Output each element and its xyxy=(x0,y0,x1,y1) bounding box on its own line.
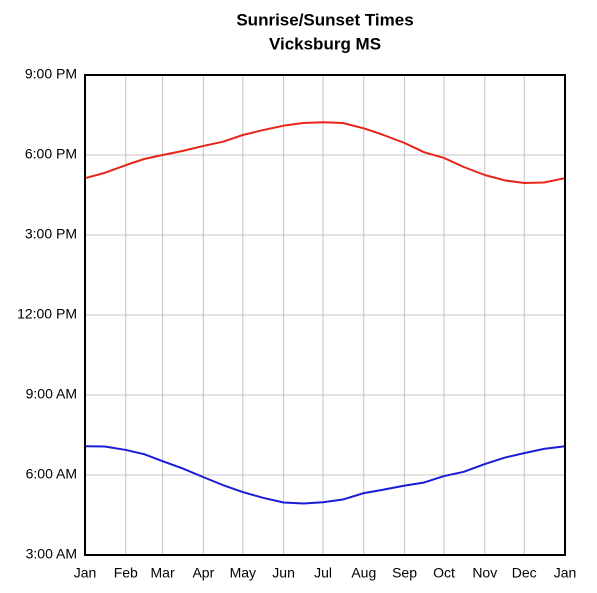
y-tick-label: 9:00 AM xyxy=(26,386,77,402)
x-tick-label: Sep xyxy=(392,565,417,581)
x-tick-label: Oct xyxy=(433,565,455,581)
x-tick-label: Jul xyxy=(314,565,332,581)
x-tick-label: Apr xyxy=(192,565,214,581)
series-line xyxy=(84,445,566,505)
y-tick-label: 9:00 PM xyxy=(25,66,77,82)
y-tick-label: 3:00 AM xyxy=(26,546,77,562)
x-tick-label: Aug xyxy=(351,565,376,581)
chart-subtitle: Vicksburg MS xyxy=(269,34,381,53)
x-tick-label: Jun xyxy=(272,565,295,581)
plot-frame xyxy=(84,74,566,556)
x-tick-label: Dec xyxy=(512,565,537,581)
series-line xyxy=(84,121,566,184)
y-tick-label: 6:00 AM xyxy=(26,466,77,482)
x-tick-label: Feb xyxy=(114,565,138,581)
x-tick-label: Jan xyxy=(74,565,97,581)
chart-title: Sunrise/Sunset Times xyxy=(236,10,413,29)
y-tick-label: 6:00 PM xyxy=(25,146,77,162)
y-tick-label: 3:00 PM xyxy=(25,226,77,242)
y-tick-label: 12:00 PM xyxy=(17,306,77,322)
x-tick-label: Mar xyxy=(151,565,175,581)
x-tick-label: Nov xyxy=(472,565,497,581)
x-tick-label: Jan xyxy=(554,565,577,581)
x-tick-label: May xyxy=(230,565,256,581)
